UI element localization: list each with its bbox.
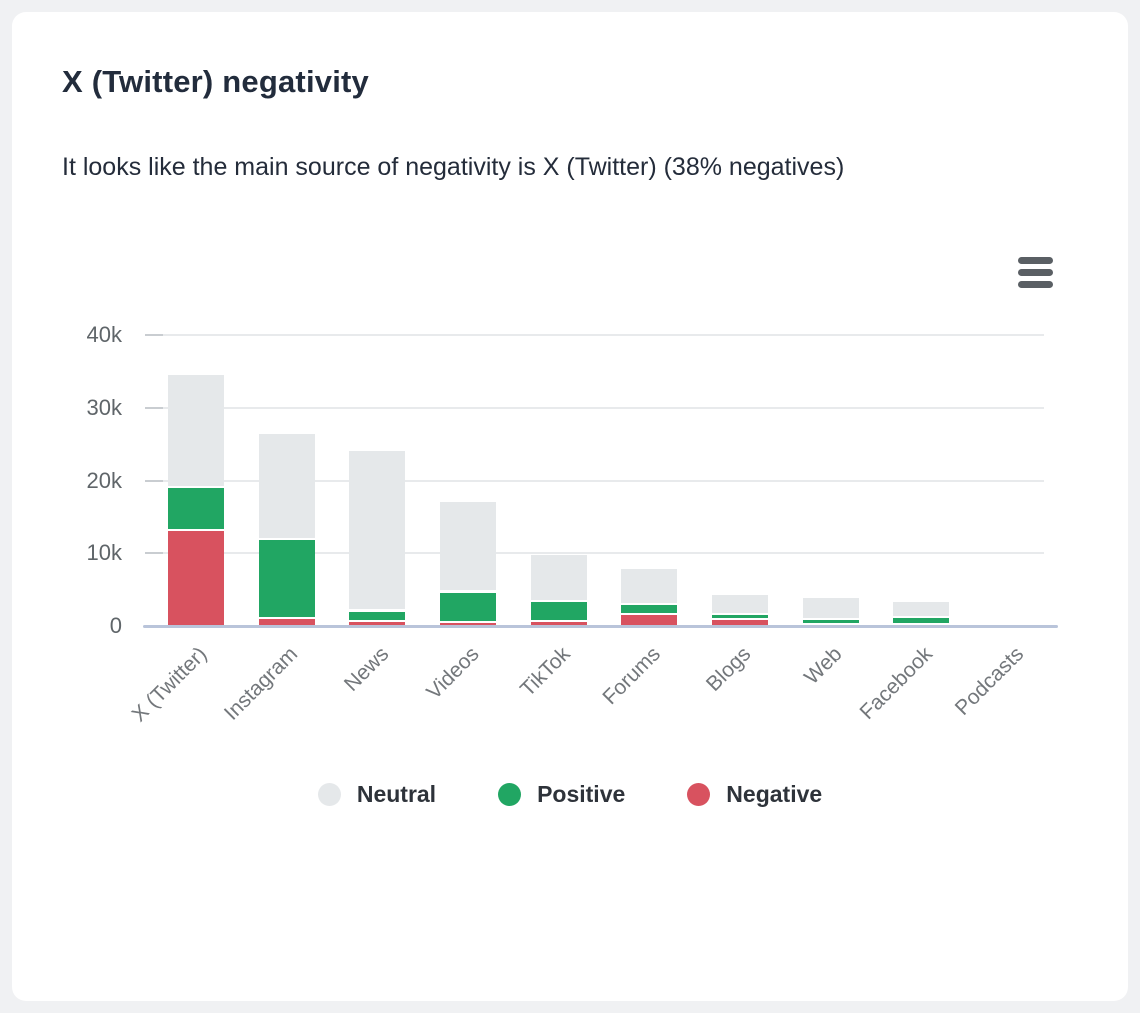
x-axis-baseline — [143, 625, 1058, 628]
neutral-swatch-icon — [317, 783, 341, 806]
y-axis-label: 10k — [86, 540, 122, 566]
x-axis-label: Podcasts — [950, 642, 1028, 720]
bar-segment-neutral[interactable] — [258, 433, 315, 541]
bar-segment-positive[interactable] — [258, 540, 315, 619]
bar-segment-neutral[interactable] — [621, 569, 678, 605]
x-axis-label: Facebook — [855, 642, 938, 724]
x-axis-label: Forums — [598, 642, 666, 710]
legend-item-neutral[interactable]: Neutral — [317, 781, 437, 808]
bar-segment-positive[interactable] — [712, 615, 768, 621]
bar-segment-negative[interactable] — [621, 615, 678, 626]
bar-segment-neutral[interactable] — [440, 502, 496, 593]
legend-label: Negative — [726, 781, 823, 807]
bar-segment-negative[interactable] — [168, 531, 224, 626]
x-axis-label: X (Twitter) — [127, 642, 212, 727]
y-axis-label: 30k — [86, 394, 122, 420]
bar-segment-negative[interactable] — [349, 622, 406, 626]
y-axis-label: 20k — [86, 467, 122, 493]
bar-segment-neutral[interactable] — [349, 451, 406, 612]
page-subtitle: It looks like the main source of negativ… — [62, 153, 845, 181]
y-axis-label: 40k — [86, 322, 122, 347]
x-axis-label: News — [339, 642, 394, 696]
bar-segment-neutral[interactable] — [893, 602, 950, 618]
bar-segment-positive[interactable] — [349, 611, 406, 623]
hamburger-menu-icon[interactable] — [1018, 257, 1053, 288]
hamburger-bar — [1018, 281, 1053, 288]
bar-segment-negative[interactable] — [530, 622, 587, 626]
legend-item-positive[interactable]: Positive — [498, 781, 625, 808]
x-axis-label: Blogs — [702, 642, 756, 696]
hamburger-bar — [1018, 269, 1053, 276]
bar-segment-positive[interactable] — [893, 618, 950, 626]
negative-swatch-icon — [687, 783, 711, 806]
bar-segment-neutral[interactable] — [802, 597, 859, 621]
bar-segment-positive[interactable] — [621, 604, 678, 616]
positive-swatch-icon — [498, 783, 522, 806]
chart-legend: Neutral Positive Negative — [12, 781, 1128, 808]
y-gridline — [162, 406, 1044, 409]
y-axis-tick — [145, 479, 163, 482]
legend-item-negative[interactable]: Negative — [687, 781, 822, 808]
y-gridline — [162, 334, 1044, 336]
bar-segment-negative[interactable] — [258, 618, 315, 626]
x-axis-label: TikTok — [515, 642, 575, 702]
x-axis-label: Web — [799, 642, 847, 690]
chart-card: X (Twitter) negativity It looks like the… — [12, 12, 1128, 1001]
legend-label: Neutral — [356, 781, 437, 807]
bar-segment-positive[interactable] — [168, 487, 224, 532]
y-axis-tick — [145, 406, 163, 409]
bar-segment-negative[interactable] — [712, 620, 768, 626]
y-gridline — [162, 479, 1044, 482]
y-axis-tick — [145, 334, 163, 336]
y-gridline — [162, 552, 1044, 555]
bar-segment-neutral[interactable] — [168, 375, 224, 488]
bar-segment-positive[interactable] — [530, 602, 587, 623]
y-axis-label: 0 — [109, 613, 122, 638]
legend-label: Positive — [537, 781, 626, 807]
bar-segment-neutral[interactable] — [530, 554, 587, 602]
bar-segment-negative[interactable] — [440, 623, 496, 626]
sentiment-stacked-bar-chart: 0 10k 20k 30k 40k X (Twitter) Instagram News Vid… — [12, 12, 1128, 1001]
x-axis-label: Instagram — [220, 642, 303, 725]
x-axis-label: Videos — [422, 642, 484, 704]
bar-segment-positive[interactable] — [802, 620, 859, 626]
page-title: X (Twitter) negativity — [62, 64, 369, 99]
bar-segment-positive[interactable] — [440, 592, 496, 624]
y-axis-tick — [145, 552, 163, 555]
hamburger-bar — [1018, 257, 1053, 264]
bar-segment-neutral[interactable] — [712, 595, 768, 615]
